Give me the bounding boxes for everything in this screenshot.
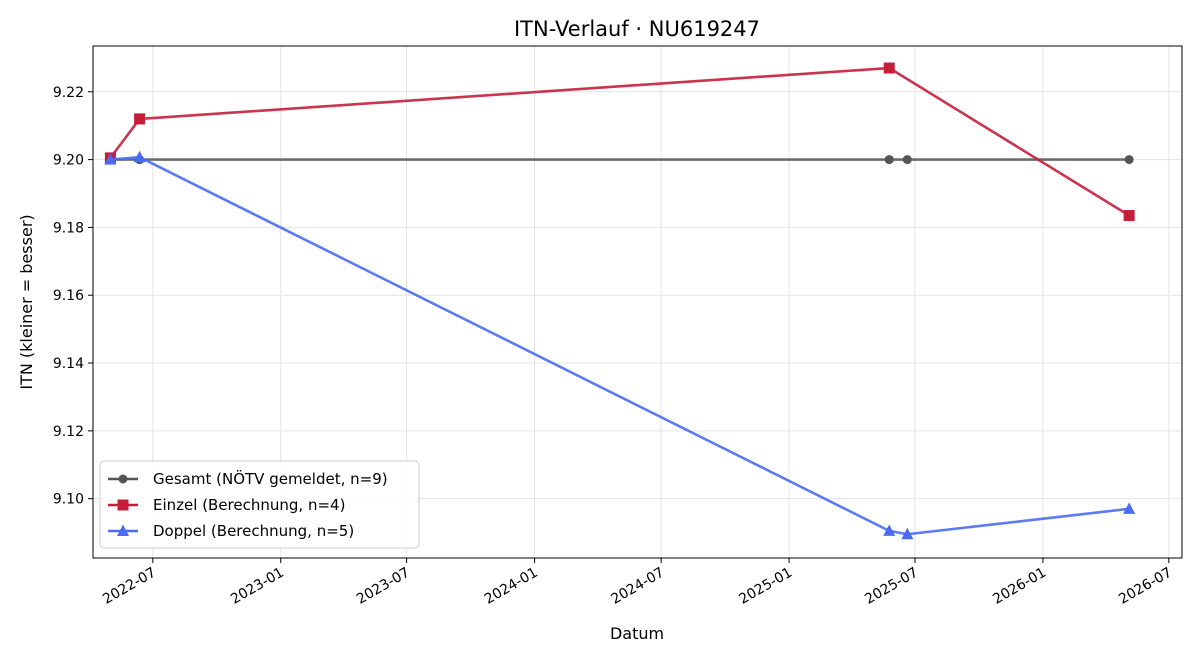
x-tick-label: 2024-01: [482, 565, 541, 608]
x-tick-label: 2026-01: [990, 565, 1049, 608]
data-point: [1123, 210, 1135, 222]
legend-box: [99, 460, 420, 549]
data-point: [1123, 502, 1136, 514]
x-axis-label: Datum: [610, 624, 664, 643]
y-axis: 9.10 9.12 9.14 9.16 9.18 9.20 9.22: [53, 85, 93, 508]
y-tick-label: 9.10: [53, 492, 84, 508]
data-point: [118, 474, 128, 484]
x-tick-label: 2026-07: [1116, 565, 1175, 608]
y-tick-label: 9.20: [53, 153, 84, 169]
y-tick-label: 9.14: [53, 356, 84, 372]
legend: Gesamt (NÖTV gemeldet, n=9) Einzel (Berec…: [99, 460, 420, 549]
x-tick-label: 2025-07: [862, 565, 921, 608]
legend-item: Einzel (Berechnung, n=4): [108, 496, 345, 514]
x-tick-label: 2024-07: [608, 565, 667, 608]
data-point: [883, 62, 895, 74]
series-layer: [104, 62, 1136, 540]
data-point: [902, 155, 912, 165]
data-point: [884, 155, 894, 165]
y-tick-label: 9.12: [53, 424, 84, 440]
legend-label: Gesamt (NÖTV gemeldet, n=9): [153, 469, 388, 488]
x-tick-label: 2025-01: [736, 565, 795, 608]
data-point: [901, 527, 914, 540]
data-point: [1124, 155, 1134, 165]
data-point: [883, 524, 896, 536]
y-tick-label: 9.22: [53, 85, 84, 101]
y-axis-label: ITN (kleiner = besser): [17, 214, 36, 389]
x-axis: 2022-07 2023-01 2023-07 2024-01 2024-07 2025-…: [100, 558, 1175, 608]
legend-label: Einzel (Berechnung, n=4): [153, 496, 345, 514]
chart-title: ITN-Verlauf · NU619247: [514, 17, 760, 41]
data-point: [117, 524, 129, 536]
y-tick-label: 9.16: [53, 288, 84, 304]
series-line: [109, 66, 1130, 217]
series: [104, 150, 1136, 540]
legend-item: Doppel (Berechnung, n=5): [108, 522, 354, 540]
legend-label: Doppel (Berechnung, n=5): [153, 522, 354, 540]
x-tick-label: 2022-07: [100, 565, 159, 608]
plot-border: [92, 45, 1183, 559]
legend-item: Gesamt (NÖTV gemeldet, n=9): [108, 469, 388, 488]
data-point: [104, 153, 117, 165]
x-tick-label: 2023-07: [354, 565, 413, 608]
data-point: [134, 113, 146, 125]
x-tick-label: 2023-01: [228, 565, 287, 608]
y-tick-label: 9.18: [53, 220, 84, 236]
data-point: [133, 150, 146, 163]
data-point: [117, 499, 129, 511]
